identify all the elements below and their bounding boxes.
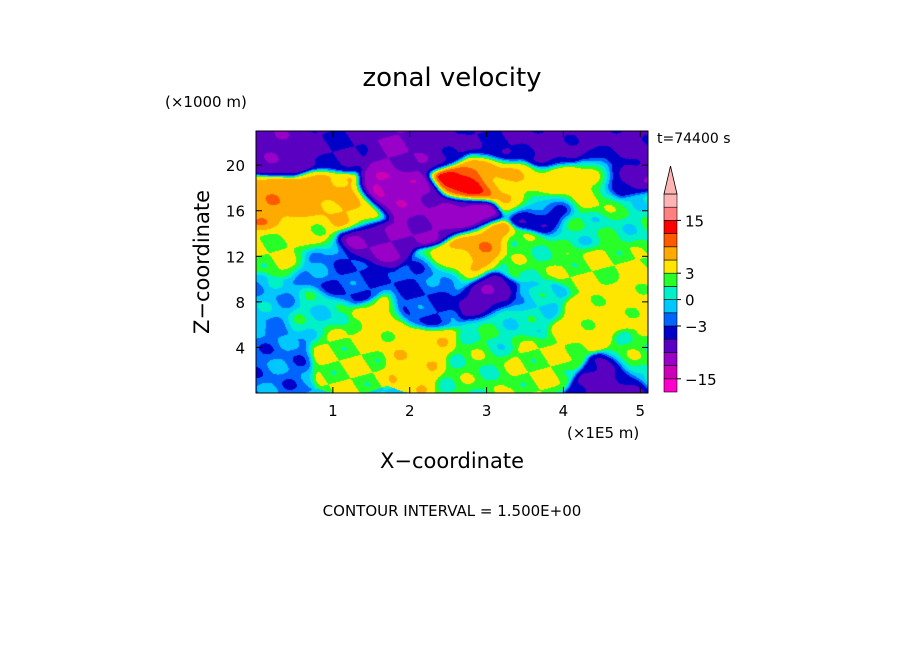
contour-interval-label: CONTOUR INTERVAL = 1.500E+00 <box>323 502 582 520</box>
colorbar-swatch <box>663 220 678 234</box>
colorbar-swatch <box>663 365 678 380</box>
y-axis: 4 8 12 16 20 <box>226 157 648 357</box>
colorbar-swatch <box>663 272 678 287</box>
colorbar-swatch <box>663 246 678 261</box>
colorbar-tick-label: 3 <box>685 265 695 283</box>
x-tick-label: 5 <box>636 402 646 420</box>
y-tick-label: 8 <box>235 294 245 312</box>
colorbar: 15 3 0 −3 −15 <box>663 165 717 393</box>
colorbar-swatch <box>663 325 678 340</box>
y-axis-label: Z−coordinate <box>190 190 214 334</box>
colorbar-extend-arrow <box>663 165 678 195</box>
colorbar-swatch <box>663 312 678 327</box>
y-tick-label: 16 <box>226 203 245 221</box>
colorbar-tick-label: 0 <box>685 292 695 310</box>
plot-frame <box>255 130 649 394</box>
y-tick-label: 20 <box>226 157 245 175</box>
colorbar-swatch <box>663 286 678 300</box>
y-tick-label: 12 <box>226 248 245 266</box>
y-unit-label: (×1000 m) <box>165 93 247 111</box>
heatmap-field <box>256 131 648 393</box>
x-axis-label: X−coordinate <box>380 449 524 473</box>
colorbar-swatch <box>663 378 678 393</box>
time-label: t=74400 s <box>657 131 731 147</box>
chart-title: zonal velocity <box>362 63 541 93</box>
y-tick-label: 4 <box>235 339 245 357</box>
colorbar-swatch <box>663 193 678 208</box>
colorbar-swatch <box>663 259 678 274</box>
colorbar-swatch <box>663 352 678 366</box>
colorbar-swatch <box>663 233 678 248</box>
x-tick-label: 4 <box>559 402 569 420</box>
colorbar-tick-label: −15 <box>685 371 717 389</box>
x-tick-label: 2 <box>405 402 415 420</box>
colorbar-swatch <box>663 338 678 353</box>
x-tick-label: 3 <box>482 402 492 420</box>
colorbar-swatch <box>663 299 678 314</box>
colorbar-swatch <box>663 206 678 221</box>
colorbar-tick-label: −3 <box>685 318 707 336</box>
x-axis: 1 2 3 4 5 <box>328 131 645 420</box>
colorbar-tick-label: 15 <box>685 212 704 230</box>
x-unit-label: (×1E5 m) <box>567 424 639 442</box>
plot-area <box>255 130 649 394</box>
x-tick-label: 1 <box>328 402 338 420</box>
